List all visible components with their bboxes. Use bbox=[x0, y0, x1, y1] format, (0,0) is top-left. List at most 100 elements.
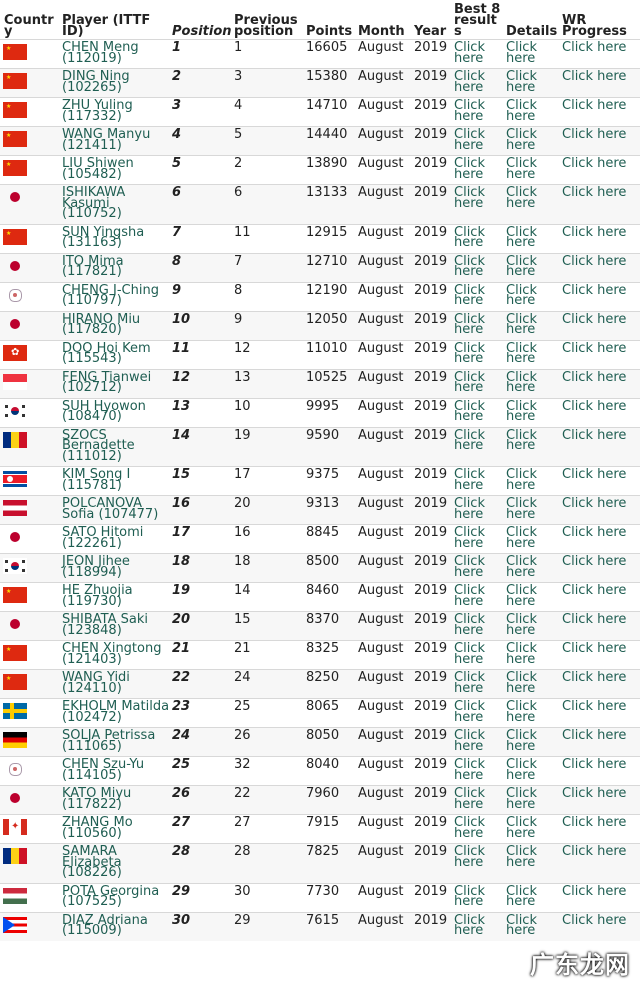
details-link[interactable]: Click here bbox=[506, 282, 537, 308]
details-link[interactable]: Click here bbox=[506, 398, 537, 424]
player-link[interactable]: WANG Manyu (121411) bbox=[62, 127, 151, 153]
wr-progress-link[interactable]: Click here bbox=[562, 815, 627, 830]
details-link[interactable]: Click here bbox=[506, 69, 537, 95]
details-link[interactable]: Click here bbox=[506, 98, 537, 124]
wr-progress-link[interactable]: Click here bbox=[562, 786, 627, 801]
wr-progress-link[interactable]: Click here bbox=[562, 69, 627, 84]
details-link[interactable]: Click here bbox=[506, 641, 537, 667]
wr-progress-link[interactable]: Click here bbox=[562, 467, 627, 482]
wr-progress-link[interactable]: Click here bbox=[562, 525, 627, 540]
best8-link[interactable]: Click here bbox=[454, 185, 485, 211]
best8-link[interactable]: Click here bbox=[454, 127, 485, 153]
details-link[interactable]: Click here bbox=[506, 127, 537, 153]
player-link[interactable]: CHEN Meng (112019) bbox=[62, 40, 139, 66]
wr-progress-link[interactable]: Click here bbox=[562, 912, 627, 928]
details-link[interactable]: Click here bbox=[506, 185, 537, 211]
wr-progress-link[interactable]: Click here bbox=[562, 496, 627, 511]
details-link[interactable]: Click here bbox=[506, 612, 537, 638]
best8-link[interactable]: Click here bbox=[454, 844, 485, 870]
player-link[interactable]: CHEN Xingtong (121403) bbox=[62, 641, 162, 667]
player-link[interactable]: ISHIKAWA Kasumi (110752) bbox=[62, 185, 126, 221]
player-link[interactable]: POTA Georgina (107525) bbox=[62, 883, 160, 909]
player-link[interactable]: POLCANOVA Sofia (107477) bbox=[62, 496, 159, 522]
details-link[interactable]: Click here bbox=[506, 369, 537, 395]
wr-progress-link[interactable]: Click here bbox=[562, 127, 627, 142]
wr-progress-link[interactable]: Click here bbox=[562, 253, 627, 269]
details-link[interactable]: Click here bbox=[506, 844, 537, 870]
wr-progress-link[interactable]: Click here bbox=[562, 699, 627, 714]
best8-link[interactable]: Click here bbox=[454, 311, 485, 337]
details-link[interactable]: Click here bbox=[506, 253, 537, 279]
wr-progress-link[interactable]: Click here bbox=[562, 670, 627, 685]
player-link[interactable]: EKHOLM Matilda (102472) bbox=[62, 699, 170, 725]
best8-link[interactable]: Click here bbox=[454, 612, 485, 638]
best8-link[interactable]: Click here bbox=[454, 554, 485, 580]
best8-link[interactable]: Click here bbox=[454, 757, 485, 783]
best8-link[interactable]: Click here bbox=[454, 699, 485, 725]
player-link[interactable]: SHIBATA Saki (123848) bbox=[62, 612, 148, 638]
player-link[interactable]: KIM Song I (115781) bbox=[62, 467, 131, 493]
best8-link[interactable]: Click here bbox=[454, 496, 485, 522]
player-link[interactable]: SAMARA Elizabeta (108226) bbox=[62, 844, 122, 880]
best8-link[interactable]: Click here bbox=[454, 253, 485, 279]
best8-link[interactable]: Click here bbox=[454, 728, 485, 754]
best8-link[interactable]: Click here bbox=[454, 641, 485, 667]
best8-link[interactable]: Click here bbox=[454, 427, 485, 453]
wr-progress-link[interactable]: Click here bbox=[562, 340, 627, 356]
best8-link[interactable]: Click here bbox=[454, 912, 485, 938]
details-link[interactable]: Click here bbox=[506, 670, 537, 696]
details-link[interactable]: Click here bbox=[506, 224, 537, 250]
player-link[interactable]: ZHU Yuling (117332) bbox=[62, 98, 133, 124]
wr-progress-link[interactable]: Click here bbox=[562, 98, 627, 113]
wr-progress-link[interactable]: Click here bbox=[562, 728, 627, 743]
best8-link[interactable]: Click here bbox=[454, 156, 485, 182]
player-link[interactable]: SUN Yingsha (131163) bbox=[62, 224, 145, 250]
best8-link[interactable]: Click here bbox=[454, 467, 485, 493]
details-link[interactable]: Click here bbox=[506, 912, 537, 938]
wr-progress-link[interactable]: Click here bbox=[562, 185, 627, 200]
player-link[interactable]: HIRANO Miu (117820) bbox=[62, 311, 141, 337]
details-link[interactable]: Click here bbox=[506, 40, 537, 66]
best8-link[interactable]: Click here bbox=[454, 282, 485, 308]
details-link[interactable]: Click here bbox=[506, 757, 537, 783]
player-link[interactable]: DOO Hoi Kem (115543) bbox=[62, 340, 151, 366]
details-link[interactable]: Click here bbox=[506, 815, 537, 841]
player-link[interactable]: HE Zhuojia (119730) bbox=[62, 583, 133, 609]
player-link[interactable]: JEON Jihee (118994) bbox=[62, 554, 130, 580]
details-link[interactable]: Click here bbox=[506, 554, 537, 580]
wr-progress-link[interactable]: Click here bbox=[562, 398, 627, 414]
best8-link[interactable]: Click here bbox=[454, 340, 485, 366]
player-link[interactable]: ZHANG Mo (110560) bbox=[62, 815, 133, 841]
player-link[interactable]: WANG Yidi (124110) bbox=[62, 670, 130, 696]
best8-link[interactable]: Click here bbox=[454, 398, 485, 424]
best8-link[interactable]: Click here bbox=[454, 670, 485, 696]
wr-progress-link[interactable]: Click here bbox=[562, 311, 627, 327]
player-link[interactable]: SUH Hyowon (108470) bbox=[62, 398, 146, 424]
player-link[interactable]: ITO Mima (117821) bbox=[62, 253, 124, 279]
wr-progress-link[interactable]: Click here bbox=[562, 641, 627, 656]
wr-progress-link[interactable]: Click here bbox=[562, 883, 627, 899]
wr-progress-link[interactable]: Click here bbox=[562, 844, 627, 859]
details-link[interactable]: Click here bbox=[506, 583, 537, 609]
wr-progress-link[interactable]: Click here bbox=[562, 554, 627, 569]
player-link[interactable]: LIU Shiwen (105482) bbox=[62, 156, 134, 182]
wr-progress-link[interactable]: Click here bbox=[562, 757, 627, 772]
best8-link[interactable]: Click here bbox=[454, 815, 485, 841]
player-link[interactable]: SOLJA Petrissa (111065) bbox=[62, 728, 156, 754]
wr-progress-link[interactable]: Click here bbox=[562, 583, 627, 598]
player-link[interactable]: CHEN Szu-Yu (114105) bbox=[62, 757, 145, 783]
player-link[interactable]: SZOCS Bernadette (111012) bbox=[62, 427, 135, 464]
player-link[interactable]: DING Ning (102265) bbox=[62, 69, 130, 95]
best8-link[interactable]: Click here bbox=[454, 786, 485, 812]
wr-progress-link[interactable]: Click here bbox=[562, 40, 627, 55]
player-link[interactable]: CHENG I-Ching (110797) bbox=[62, 282, 159, 308]
details-link[interactable]: Click here bbox=[506, 340, 537, 366]
details-link[interactable]: Click here bbox=[506, 427, 537, 453]
details-link[interactable]: Click here bbox=[506, 728, 537, 754]
wr-progress-link[interactable]: Click here bbox=[562, 282, 627, 298]
best8-link[interactable]: Click here bbox=[454, 583, 485, 609]
player-link[interactable]: KATO Miyu (117822) bbox=[62, 786, 132, 812]
player-link[interactable]: FENG Tianwei (102712) bbox=[62, 369, 152, 395]
best8-link[interactable]: Click here bbox=[454, 69, 485, 95]
best8-link[interactable]: Click here bbox=[454, 369, 485, 395]
